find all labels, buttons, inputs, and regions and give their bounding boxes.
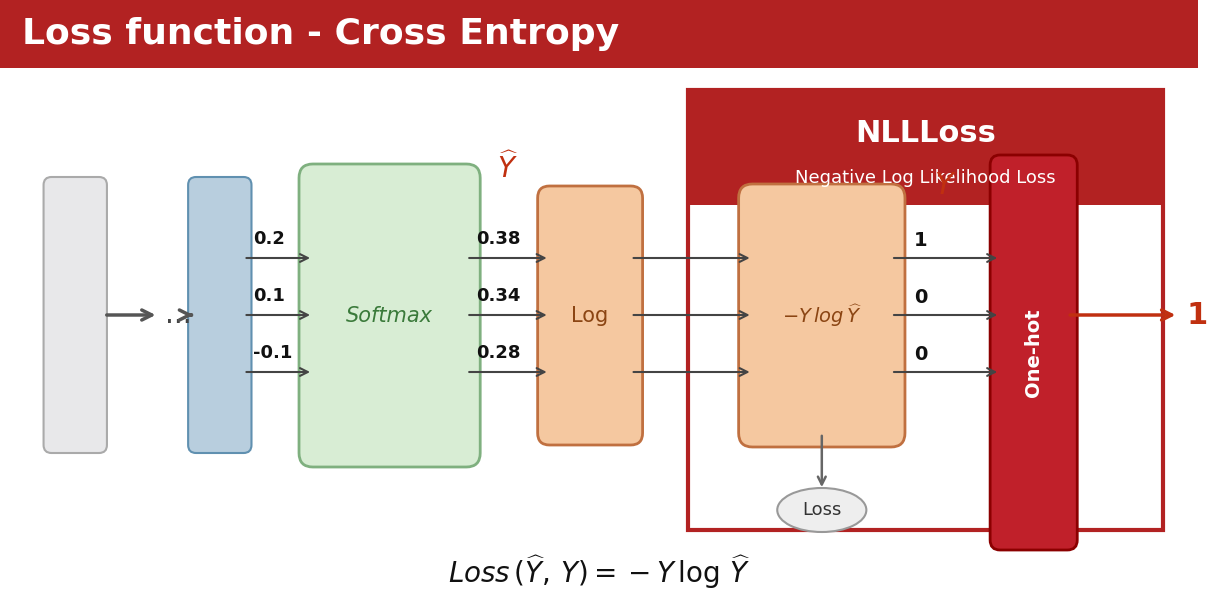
FancyBboxPatch shape: [990, 155, 1077, 550]
Bar: [688, 90, 1163, 530]
Text: Loss: Loss: [802, 501, 841, 519]
Bar: [688, 90, 1163, 205]
Text: One-hot: One-hot: [1024, 308, 1043, 397]
FancyBboxPatch shape: [738, 184, 905, 447]
FancyBboxPatch shape: [537, 186, 643, 445]
Text: 0.28: 0.28: [477, 344, 520, 362]
Text: 0.2: 0.2: [253, 230, 286, 248]
Ellipse shape: [777, 488, 866, 532]
Text: NLLLoss: NLLLoss: [855, 120, 996, 149]
Text: Negative Log Likelihood Loss: Negative Log Likelihood Loss: [795, 169, 1056, 187]
Text: 1: 1: [1186, 301, 1208, 330]
FancyBboxPatch shape: [44, 177, 106, 453]
Text: $\widehat{Y}$: $\widehat{Y}$: [497, 152, 519, 184]
Text: $Y$: $Y$: [934, 170, 957, 199]
Text: Softmax: Softmax: [346, 306, 433, 326]
Text: 1: 1: [914, 231, 928, 250]
Text: -0.1: -0.1: [253, 344, 293, 362]
Text: Loss function - Cross Entropy: Loss function - Cross Entropy: [22, 17, 618, 51]
Text: Log: Log: [571, 306, 609, 326]
Text: 0.1: 0.1: [253, 287, 286, 305]
Bar: [0, 0, 1198, 68]
Text: 0.38: 0.38: [477, 230, 520, 248]
FancyBboxPatch shape: [299, 164, 480, 467]
Text: $-Y\,log\,\widehat{Y}$: $-Y\,log\,\widehat{Y}$: [782, 302, 862, 329]
Text: ...: ...: [165, 301, 191, 329]
FancyBboxPatch shape: [188, 177, 252, 453]
Text: 0: 0: [914, 345, 928, 364]
Text: 0: 0: [914, 288, 928, 307]
Text: $Loss\,(\widehat{Y},\,Y) = -Y\,\log\,\widehat{Y}$: $Loss\,(\widehat{Y},\,Y) = -Y\,\log\,\wi…: [448, 553, 750, 591]
Text: 0.34: 0.34: [477, 287, 520, 305]
